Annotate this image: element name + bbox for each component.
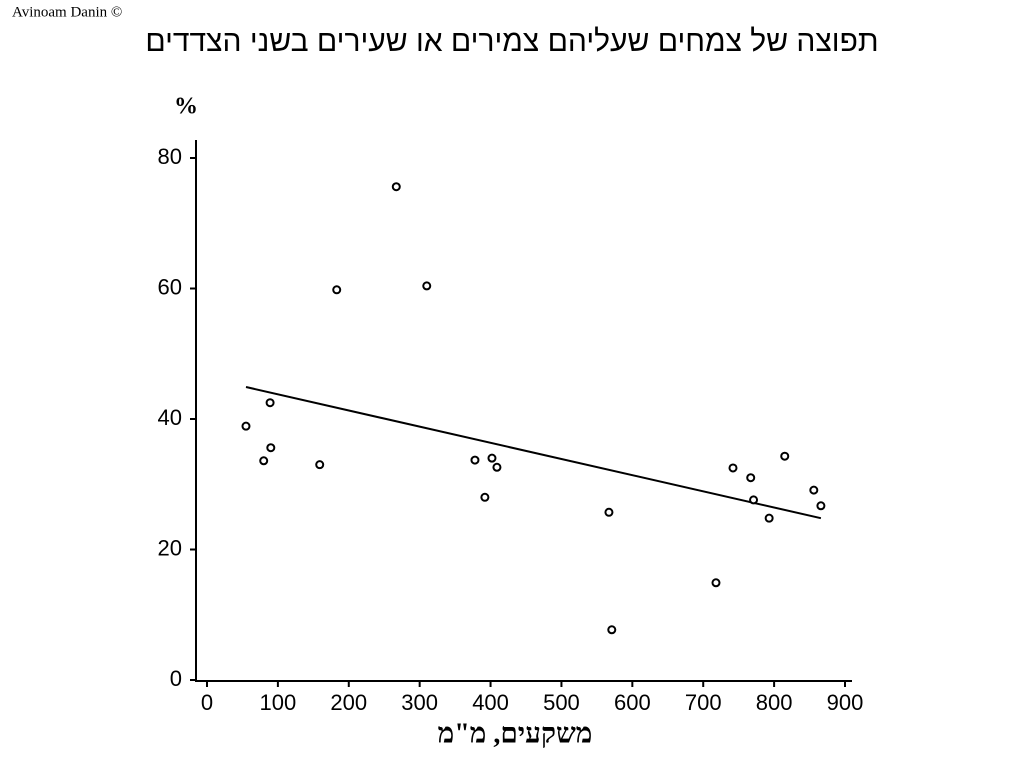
point <box>764 513 774 523</box>
y-tick-label: 40 <box>158 405 182 430</box>
point <box>604 507 614 517</box>
point <box>749 495 759 505</box>
x-tick-label: 400 <box>472 690 509 715</box>
point <box>391 182 401 192</box>
point <box>266 443 276 453</box>
point <box>607 625 617 635</box>
point <box>259 456 269 466</box>
y-tick-label: 80 <box>158 144 182 169</box>
credit: Avinoam Danin © <box>12 4 122 20</box>
point <box>265 398 275 408</box>
trend-line <box>245 386 822 520</box>
y-tick-label: 0 <box>170 666 182 691</box>
point <box>470 455 480 465</box>
y-axis-label: % <box>174 94 198 120</box>
chart-title: תפוצה של צמחים שעליהם צמירים או שעירים ב… <box>145 25 878 58</box>
y-tick-label: 20 <box>158 535 182 560</box>
point <box>728 463 738 473</box>
point <box>487 453 497 463</box>
point <box>780 451 790 461</box>
x-tick-label: 100 <box>260 690 297 715</box>
point <box>711 578 721 588</box>
point <box>492 462 502 472</box>
x-tick-label: 600 <box>614 690 651 715</box>
x-tick-label: 300 <box>401 690 438 715</box>
x-tick-label: 800 <box>756 690 793 715</box>
x-tick-label: 0 <box>201 690 213 715</box>
x-tick-label: 900 <box>827 690 864 715</box>
point <box>241 421 251 431</box>
point <box>315 460 325 470</box>
y-tick-label: 60 <box>158 274 182 299</box>
point <box>809 485 819 495</box>
x-tick-label: 200 <box>330 690 367 715</box>
point <box>480 492 490 502</box>
point <box>816 501 826 511</box>
x-tick-label: 700 <box>685 690 722 715</box>
point <box>332 285 342 295</box>
x-tick-label: 500 <box>543 690 580 715</box>
x-axis-label: משקעים, מ"מ <box>438 718 593 749</box>
point <box>746 473 756 483</box>
point <box>422 281 432 291</box>
